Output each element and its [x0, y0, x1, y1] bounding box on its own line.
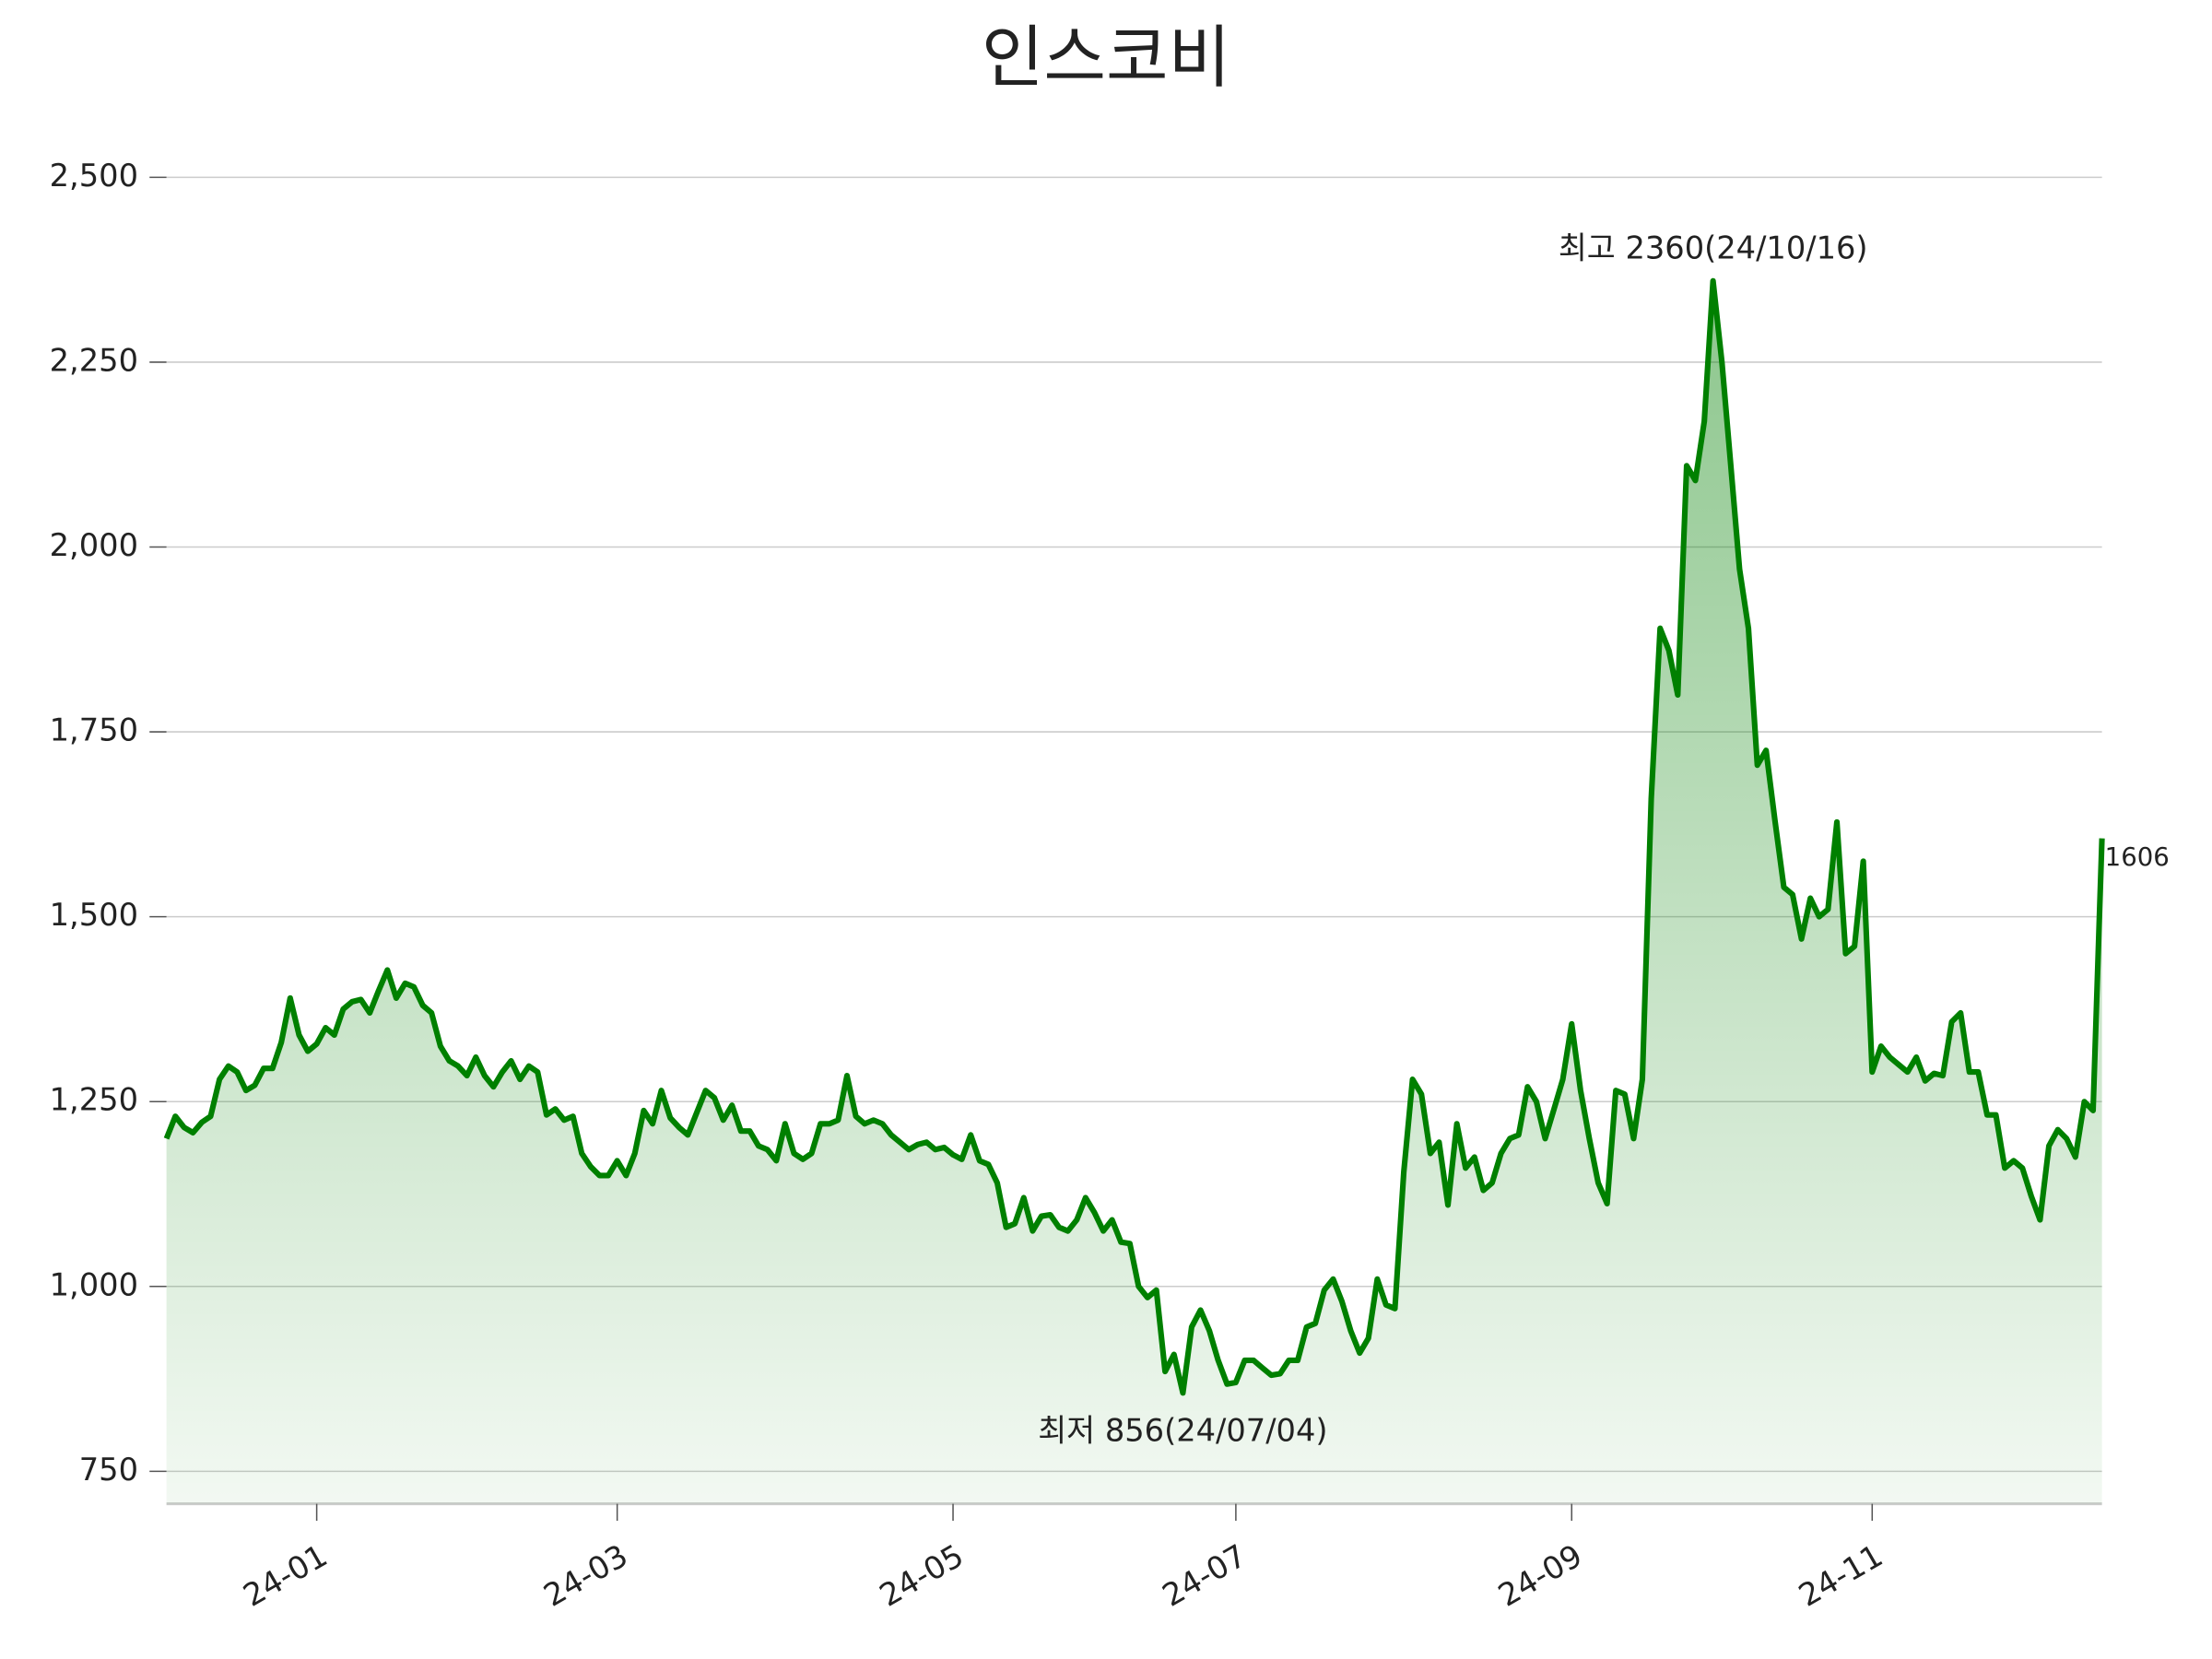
y-tick-label: 1,250 — [50, 1082, 138, 1118]
x-tick-label: 24-11 — [1793, 1537, 1888, 1614]
x-tick-label: 24-05 — [874, 1537, 970, 1614]
x-tick-label: 24-07 — [1157, 1537, 1253, 1614]
y-tick-label: 2,500 — [50, 158, 138, 194]
y-tick-label: 2,250 — [50, 342, 138, 378]
y-tick-label: 1,000 — [50, 1266, 138, 1302]
area — [166, 280, 2102, 1504]
x-tick-label: 24-09 — [1492, 1537, 1588, 1614]
x-tick-label: 24-01 — [237, 1537, 333, 1614]
price-line — [163, 277, 2105, 1396]
y-tick-label: 1,750 — [50, 712, 138, 748]
y-tick-label: 750 — [79, 1452, 138, 1488]
y-tick-label: 1,500 — [50, 897, 138, 933]
y-tick-label: 2,000 — [50, 527, 138, 563]
chart-title: 인스코비 — [982, 18, 1230, 97]
x-tick-label: 24-03 — [537, 1537, 633, 1614]
annotation: 최저 856(24/07/04) — [1038, 1413, 1327, 1449]
annotation: 최고 2360(24/10/16) — [1559, 230, 1868, 266]
last-value-label: 1606 — [2105, 842, 2170, 872]
